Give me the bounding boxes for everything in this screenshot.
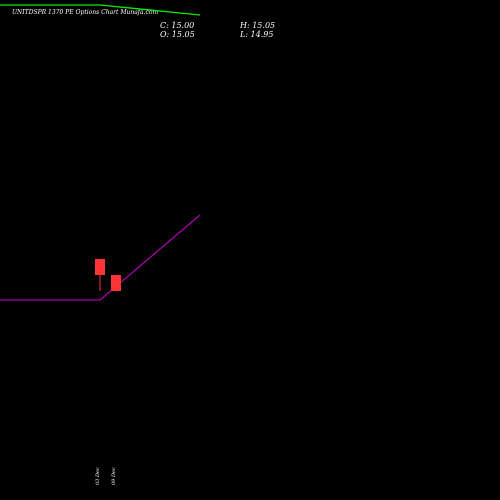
candle-body-1 [95,259,105,275]
close-value: C: 15.00 [160,21,195,30]
candle-body-2 [111,275,121,291]
x-tick-label: 09 Dec [111,467,117,485]
series-line-2 [0,214,201,301]
x-tick-label: 03 Dec [95,467,101,485]
high-value: H: 15.05 [240,21,276,30]
chart-title: UNITDSPR 1370 PE Options Chart Munafa.co… [12,9,159,16]
open-value: O: 15.05 [160,30,195,39]
low-value: L: 14.95 [240,30,274,39]
series-line-1 [0,4,201,16]
